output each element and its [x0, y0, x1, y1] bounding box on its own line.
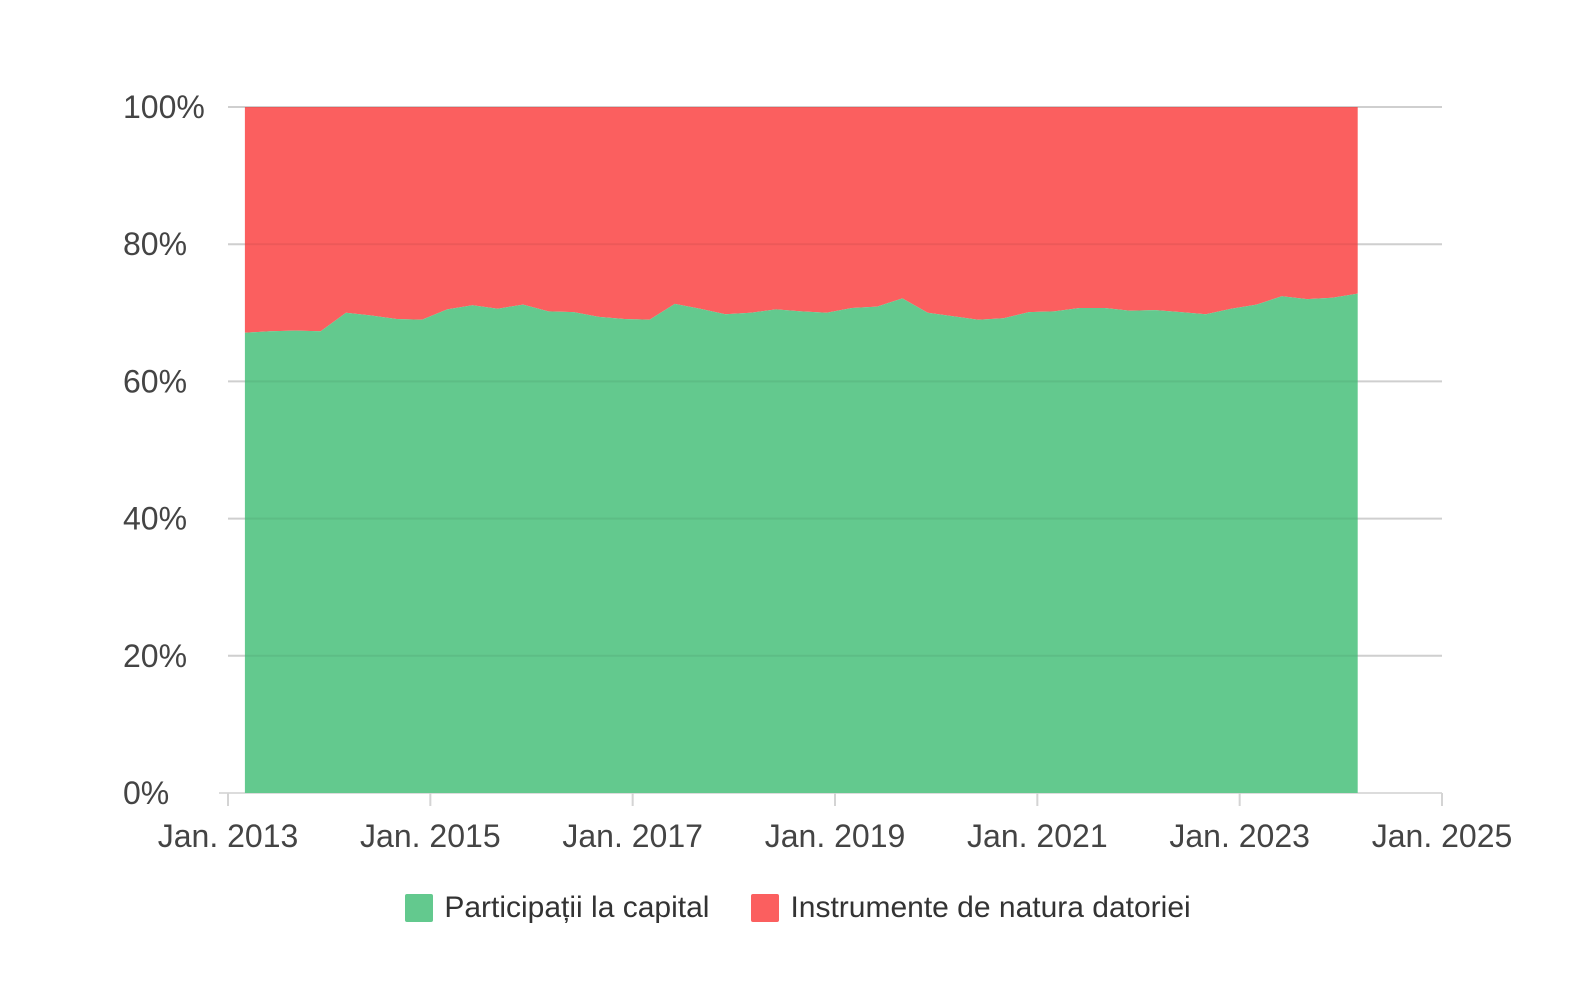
svg-text:Jan. 2017: Jan. 2017 — [562, 818, 703, 854]
svg-text:Jan. 2019: Jan. 2019 — [765, 818, 906, 854]
chart-legend: Participații la capital Instrumente de n… — [0, 893, 1596, 923]
legend-swatch-green — [405, 894, 434, 922]
svg-text:100%: 100% — [123, 89, 205, 125]
svg-text:0%: 0% — [123, 775, 169, 811]
legend-item-participatii: Participații la capital — [405, 893, 709, 923]
legend-item-instrumente: Instrumente de natura datoriei — [751, 891, 1191, 924]
legend-label: Participații la capital — [444, 891, 710, 924]
svg-text:Jan. 2013: Jan. 2013 — [158, 818, 299, 854]
svg-text:Jan. 2021: Jan. 2021 — [967, 818, 1108, 854]
svg-text:40%: 40% — [123, 501, 187, 537]
svg-text:60%: 60% — [123, 363, 187, 399]
svg-text:20%: 20% — [123, 638, 187, 674]
legend-label: Instrumente de natura datoriei — [790, 891, 1191, 924]
svg-text:Jan. 2023: Jan. 2023 — [1169, 818, 1310, 854]
svg-text:Jan. 2015: Jan. 2015 — [360, 818, 501, 854]
svg-text:Jan. 2025: Jan. 2025 — [1372, 818, 1513, 854]
legend-swatch-red — [751, 894, 780, 922]
svg-text:80%: 80% — [123, 226, 187, 262]
